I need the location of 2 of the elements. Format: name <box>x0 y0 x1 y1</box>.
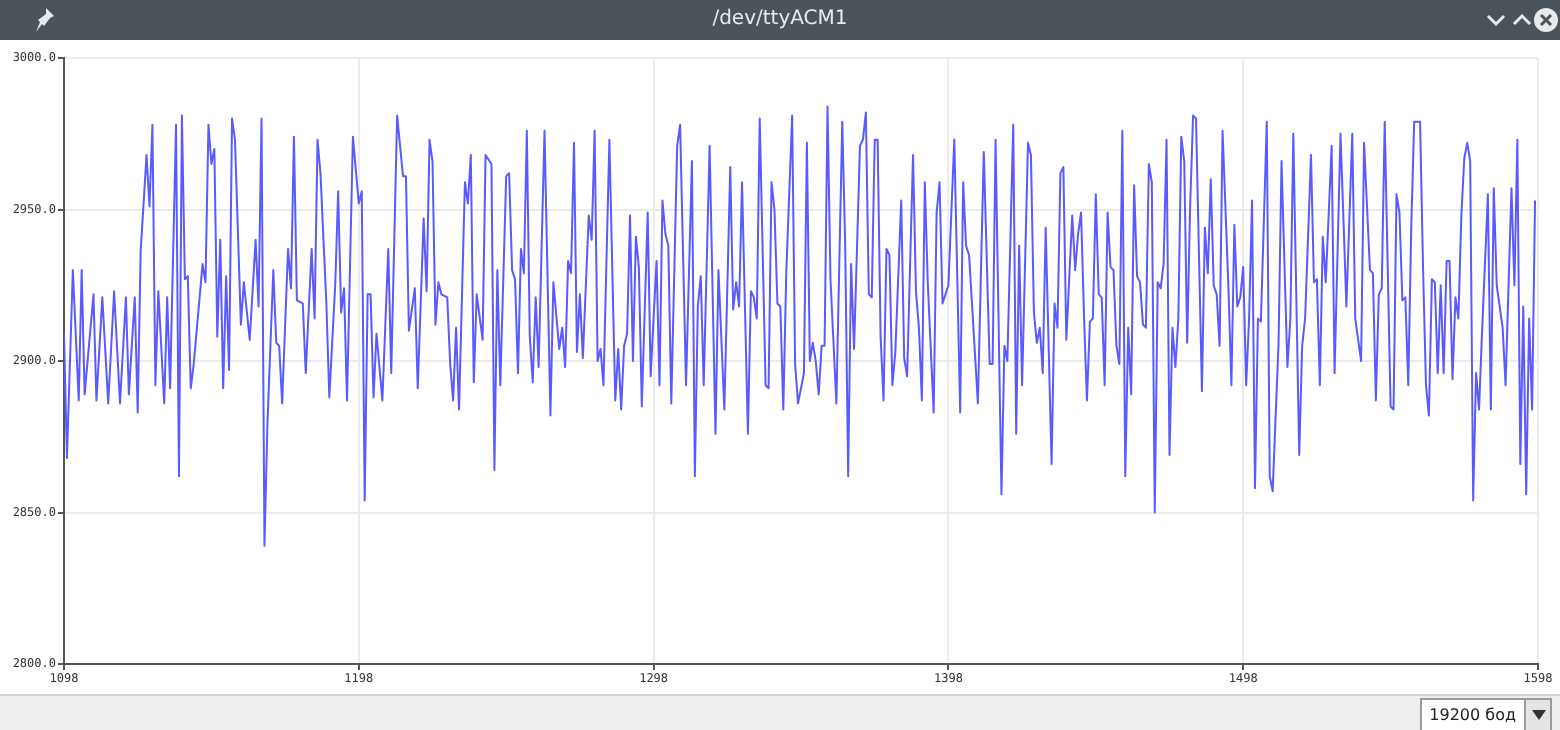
baud-rate-dropdown: 19200 бод <box>1419 698 1552 730</box>
chart-title: /dev/ttyACM1 <box>712 8 848 30</box>
